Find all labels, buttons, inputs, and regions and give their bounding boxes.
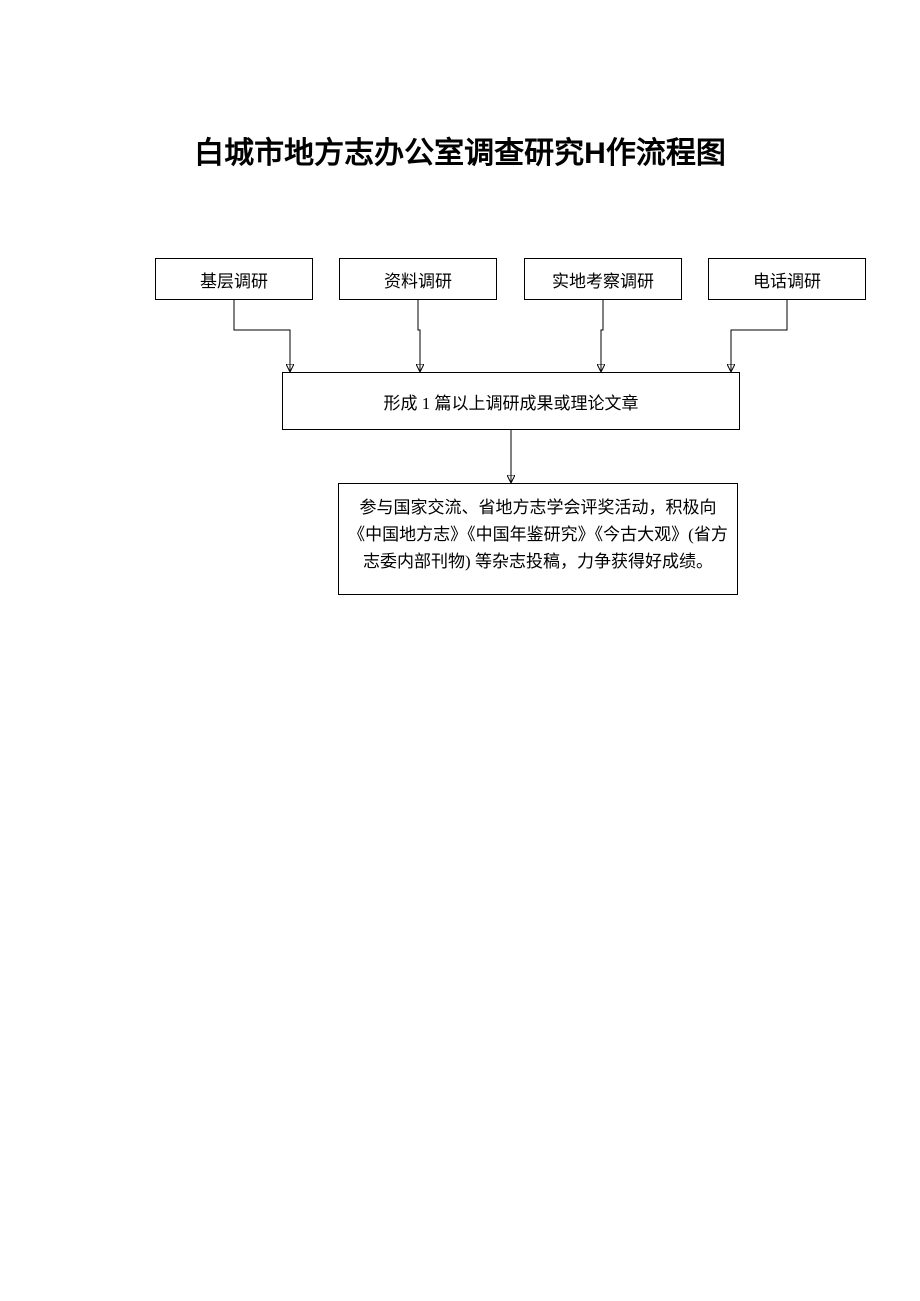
node-label: 电话调研 xyxy=(753,267,821,292)
page-title: 白城市地方志办公室调查研究H作流程图 xyxy=(0,128,920,172)
node-label: 实地考察调研 xyxy=(552,267,654,292)
flow-node-data-survey: 资料调研 xyxy=(339,258,497,300)
flow-connectors xyxy=(0,0,920,1301)
flow-node-basic-survey: 基层调研 xyxy=(155,258,313,300)
node-label: 形成 1 篇以上调研成果或理论文章 xyxy=(384,389,639,414)
node-label: 参与国家交流、省地方志学会评奖活动，积极向《中国地方志》《中国年鉴研究》《今古大… xyxy=(348,498,728,571)
flow-node-field-survey: 实地考察调研 xyxy=(524,258,682,300)
flow-node-publish: 参与国家交流、省地方志学会评奖活动，积极向《中国地方志》《中国年鉴研究》《今古大… xyxy=(338,483,738,595)
flow-node-phone-survey: 电话调研 xyxy=(708,258,866,300)
node-label: 基层调研 xyxy=(200,267,268,292)
node-label: 资料调研 xyxy=(384,267,452,292)
flow-node-result: 形成 1 篇以上调研成果或理论文章 xyxy=(282,372,740,430)
